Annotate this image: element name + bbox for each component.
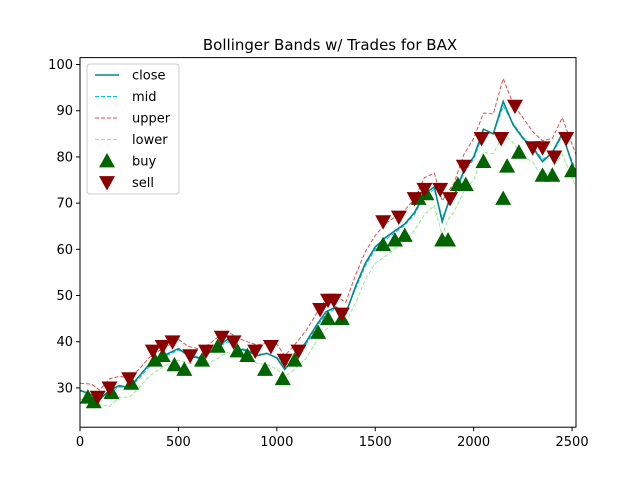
- legend-box: [86, 63, 180, 195]
- series-line-lower: [80, 132, 576, 407]
- sell-marker: [390, 210, 407, 225]
- sell-marker: [416, 182, 433, 198]
- buy-marker: [564, 162, 576, 178]
- sell-marker: [89, 390, 106, 406]
- legend-label-close: close: [132, 69, 165, 84]
- sell-marker: [247, 344, 264, 359]
- sell-marker: [432, 182, 449, 198]
- sell-marker: [442, 192, 459, 207]
- y-tick-label: 50: [56, 289, 73, 304]
- x-tick-label: 2000: [457, 435, 490, 450]
- buy-marker: [457, 176, 474, 192]
- sell-marker: [213, 330, 230, 346]
- legend-swatch-buy: [99, 153, 115, 168]
- sell-marker: [546, 150, 563, 165]
- legend-label-sell: sell: [132, 176, 154, 191]
- buy-marker: [239, 347, 256, 362]
- sell-marker: [312, 302, 329, 318]
- buy-marker: [386, 232, 403, 247]
- y-tick-label: 30: [56, 381, 73, 396]
- x-tick-label: 2500: [556, 435, 589, 450]
- sell-marker: [534, 141, 551, 156]
- buy-marker: [499, 158, 516, 173]
- buy-marker: [495, 190, 512, 205]
- sell-marker: [144, 344, 161, 359]
- chart-title: Bollinger Bands w/ Trades for BAX: [203, 36, 457, 54]
- buy-marker: [274, 370, 291, 386]
- plot-area-frame: [79, 57, 577, 428]
- sell-marker: [262, 339, 279, 355]
- buy-marker: [440, 232, 457, 247]
- sell-marker: [473, 132, 490, 147]
- y-tick-label: 90: [56, 104, 73, 119]
- buy-marker: [320, 310, 336, 326]
- sell-marker: [290, 344, 307, 359]
- buy-marker: [286, 352, 303, 367]
- buy-marker: [510, 144, 527, 159]
- sell-marker: [558, 132, 575, 147]
- buy-marker: [176, 361, 193, 376]
- x-tick-label: 0: [76, 435, 84, 450]
- legend-swatch-sell: [99, 176, 115, 191]
- sell-marker: [197, 344, 214, 359]
- buy-marker: [375, 236, 392, 252]
- sell-marker: [455, 159, 472, 175]
- legend-label-lower: lower: [132, 133, 168, 148]
- sell-marker: [225, 335, 242, 350]
- y-tick-label: 70: [56, 197, 73, 212]
- buy-marker: [475, 153, 492, 168]
- y-tick-label: 100: [48, 58, 73, 73]
- x-tick-label: 1000: [260, 435, 293, 450]
- sell-marker: [154, 339, 171, 355]
- y-tick-label: 60: [56, 243, 73, 258]
- buy-marker: [166, 356, 183, 372]
- y-axis: 30 40 50 60 70 80 90 100: [48, 58, 80, 396]
- y-tick-label: 80: [56, 150, 73, 165]
- buy-marker: [310, 324, 327, 339]
- buy-marker: [229, 342, 246, 358]
- sell-marker: [182, 349, 199, 364]
- legend-label-buy: buy: [132, 155, 156, 170]
- buy-marker: [146, 352, 163, 367]
- buy-marker: [154, 347, 171, 362]
- sell-marker: [325, 293, 342, 309]
- sell-marker: [101, 381, 118, 396]
- y-tick-label: 40: [56, 335, 73, 350]
- legend-label-mid: mid: [132, 90, 157, 105]
- sell-marker: [375, 215, 392, 230]
- x-tick-label: 500: [166, 435, 191, 450]
- x-axis: 0 500 1000 1500 2000 2500: [76, 427, 589, 450]
- trade-markers: [80, 99, 576, 409]
- legend-label-upper: upper: [132, 112, 171, 127]
- x-tick-label: 1500: [359, 435, 392, 450]
- sell-marker: [406, 192, 423, 207]
- legend: close mid upper lower buy sell: [86, 63, 180, 195]
- buy-marker: [396, 227, 413, 242]
- buy-marker: [257, 361, 274, 376]
- buy-marker: [194, 352, 211, 367]
- sell-marker: [164, 335, 181, 350]
- buy-marker: [209, 338, 226, 353]
- sell-marker: [276, 353, 293, 369]
- sell-marker: [333, 307, 350, 323]
- buy-marker: [544, 167, 561, 182]
- sell-marker: [121, 372, 138, 387]
- sell-marker: [506, 99, 523, 115]
- sell-marker: [493, 132, 510, 147]
